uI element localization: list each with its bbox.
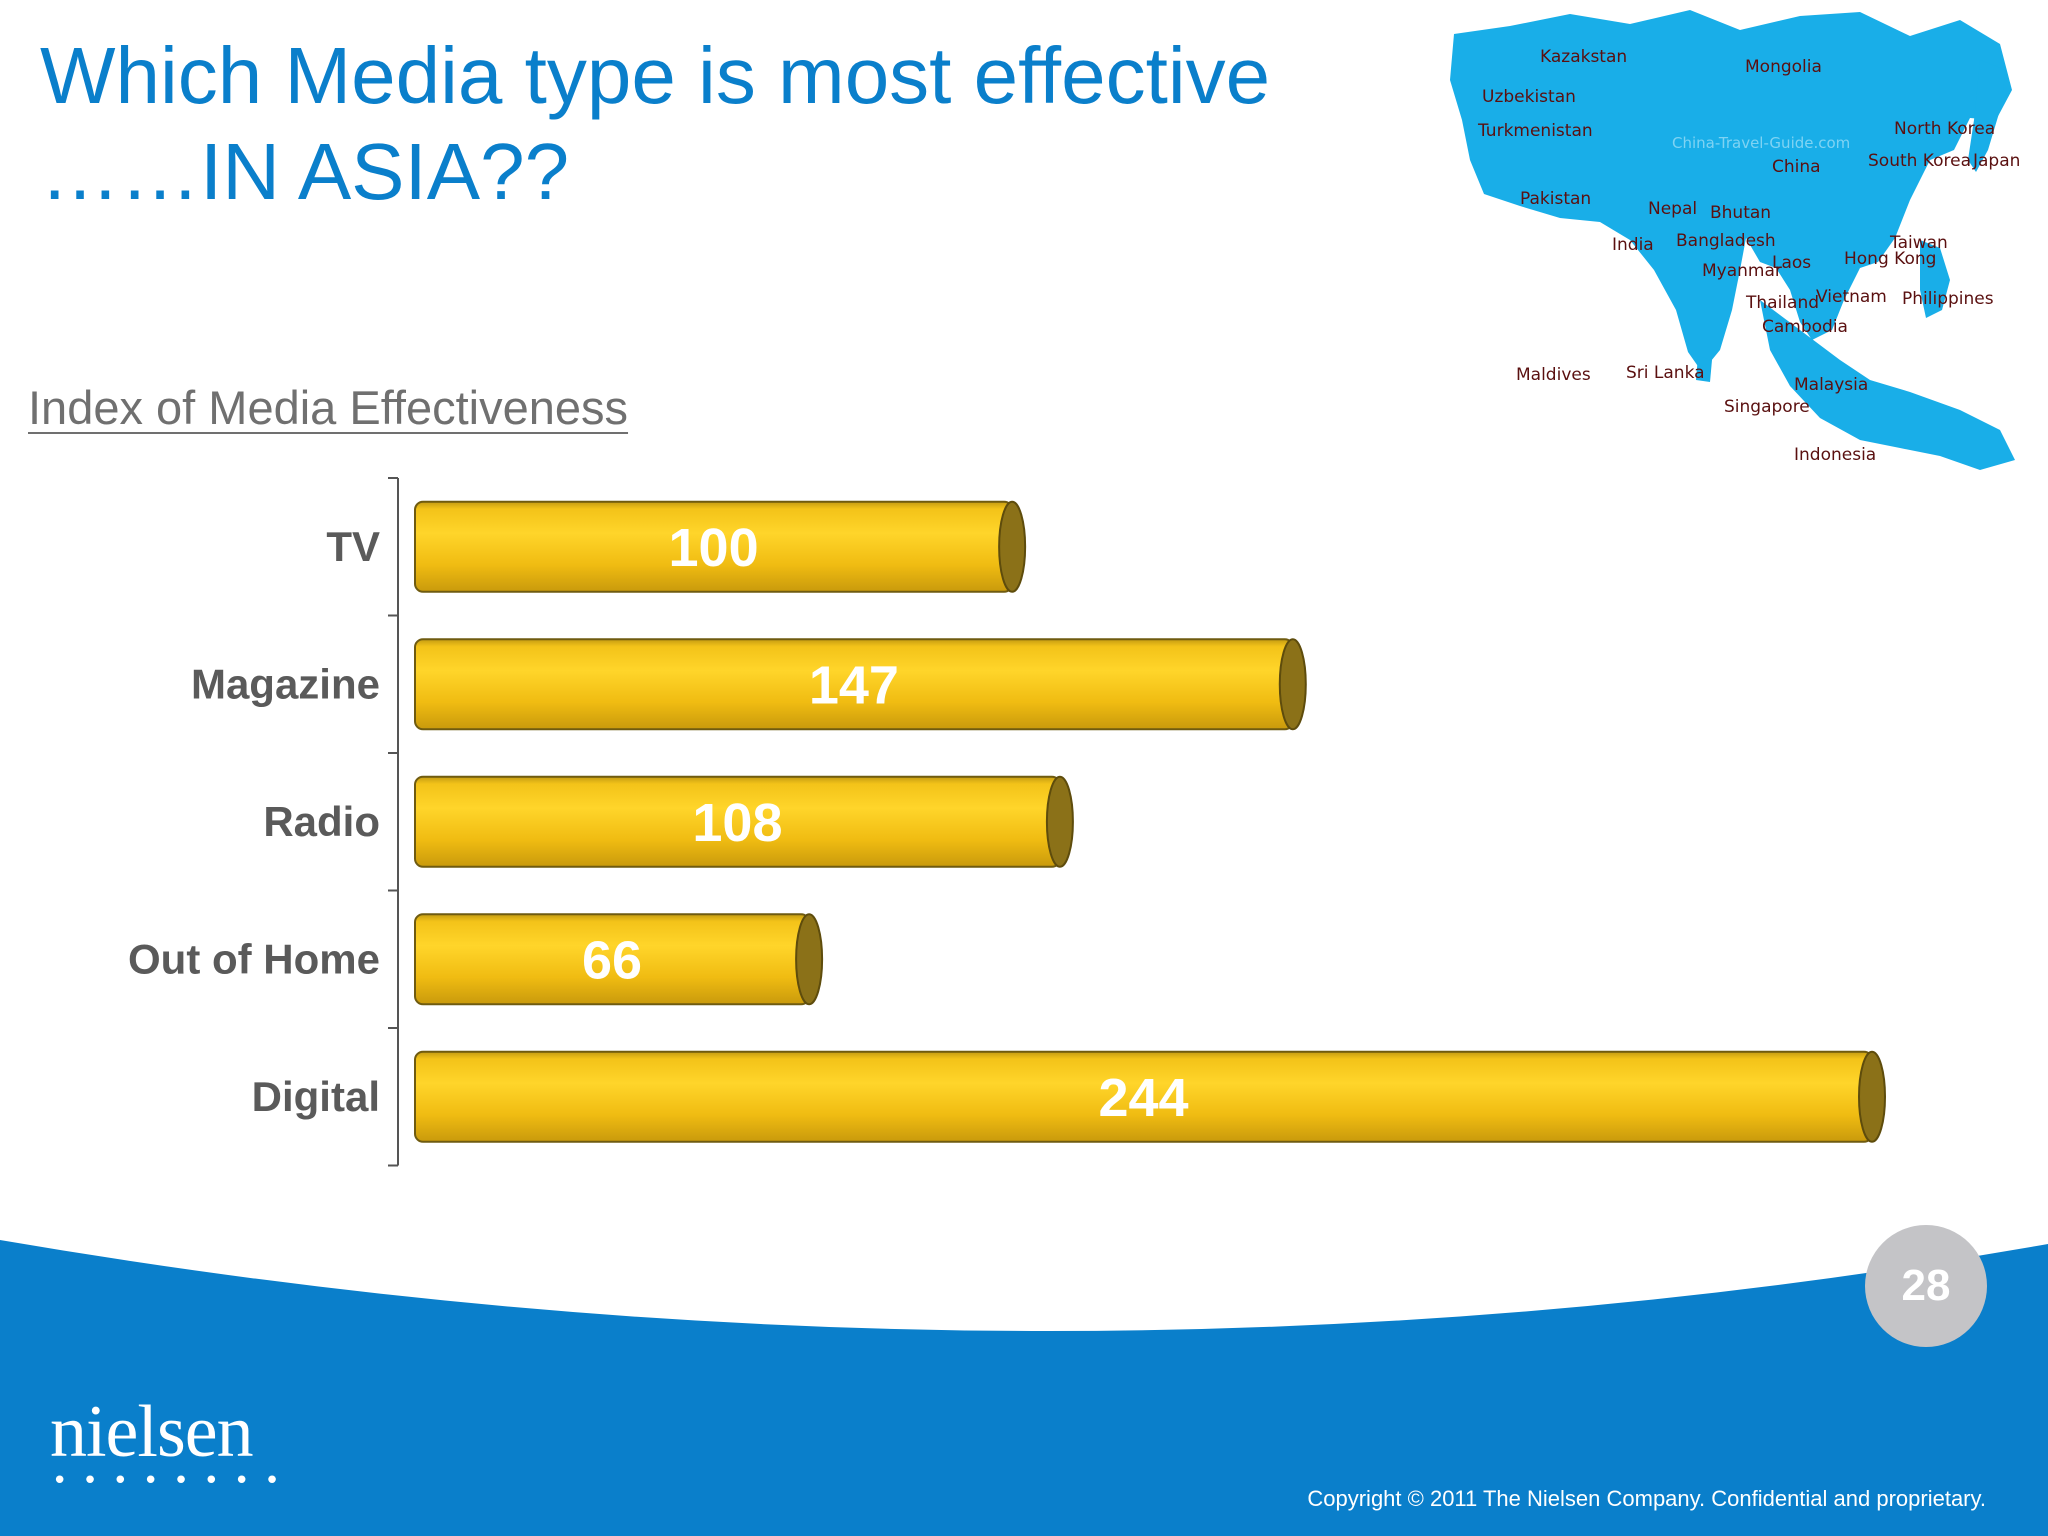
map-label: Myanmar [1702,261,1782,281]
map-label: Indonesia [1794,445,1876,465]
map-label: Uzbekistan [1482,87,1576,107]
category-label: Digital [252,1073,380,1120]
slide-title: Which Media type is most effective ……IN … [40,28,1270,220]
bar-end-cap [1278,638,1307,731]
category-label: Radio [263,798,380,845]
data-label: 100 [669,518,759,578]
bar-radio: 108 Radio [263,775,1074,868]
data-label: 108 [692,793,782,853]
asia-map-icon: Kazakstan Mongolia Uzbekistan Turkmenist… [1450,10,2020,470]
map-label: Japan [1972,151,2020,171]
map-label: Turkmenistan [1477,121,1593,141]
map-label: Thailand [1745,293,1819,313]
bar-end-cap [795,913,824,1006]
map-label: Bangladesh [1676,231,1776,251]
bar-chart: 100 TV 147 Magazine 108 Radio 66 Out of Home 244… [128,477,1886,1167]
category-label: Magazine [191,660,380,707]
map-label: Laos [1772,253,1811,273]
bar-out-of-home: 66 Out of Home [128,913,824,1006]
bar-magazine: 147 Magazine [191,638,1307,731]
data-label: 244 [1098,1068,1188,1128]
bar-digital: 244 Digital [252,1050,1886,1143]
map-label: Mongolia [1745,57,1822,77]
map-label: North Korea [1894,119,1995,139]
map-label: South Korea [1868,151,1971,171]
page-number-badge: 28 [1865,1225,1987,1347]
chart-title: Index of Media Effectiveness [28,381,629,434]
nielsen-logo: nielsen [50,1391,254,1473]
map-label: Nepal [1648,199,1697,219]
map-label: Pakistan [1520,189,1591,209]
map-label: Kazakstan [1540,47,1627,67]
bar-end-cap [1045,775,1074,868]
copyright-text: Copyright © 2011 The Nielsen Company. Co… [1307,1486,1986,1511]
map-label: Maldives [1516,365,1591,385]
map-label: China [1772,157,1821,177]
map-label: Hong Kong [1844,249,1936,269]
map-label: Vietnam [1816,287,1887,307]
title-line-2: ……IN ASIA?? [40,127,570,216]
logo-dots: •••••••• [52,1466,295,1496]
bar-end-cap [1858,1050,1886,1143]
map-label: Sri Lanka [1626,363,1705,383]
bar-end-cap [998,500,1027,593]
category-label: TV [326,523,380,570]
map-label: Philippines [1902,289,1994,309]
title-line-1: Which Media type is most effective [40,31,1271,120]
bar-tv: 100 TV [326,500,1027,593]
map-label: India [1612,235,1654,255]
map-label: Taiwan [1889,233,1948,253]
footer-band [0,1240,2048,1536]
category-label: Out of Home [128,935,380,982]
map-label: Singapore [1724,397,1810,417]
data-label: 66 [582,930,642,990]
map-label: Bhutan [1710,203,1771,223]
map-watermark: China-Travel-Guide.com [1672,134,1850,152]
map-label: Malaysia [1794,375,1868,395]
data-label: 147 [809,655,899,715]
map-label: Cambodia [1762,317,1848,337]
